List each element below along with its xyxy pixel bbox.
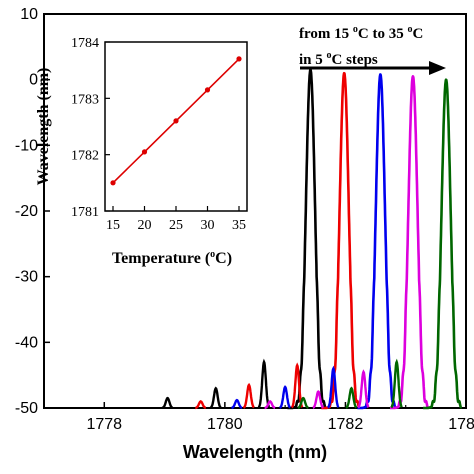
inset-y-axis-title: Wavelength (nm) (35, 68, 52, 186)
x-tick-label: 1780 (207, 416, 243, 433)
annotation-text-part: in 5 (299, 52, 327, 68)
x-tick-label: 1784 (448, 416, 474, 433)
inset-y-tick-label: 1782 (71, 149, 99, 164)
y-tick-label: -10 (15, 137, 38, 154)
annotation-text-part: o (353, 24, 358, 35)
annotation-text-part: o (327, 50, 332, 61)
annotation-text-part: C to 35 (358, 26, 408, 42)
spectrum-series (161, 68, 328, 410)
spectrum-side-lobe (264, 400, 276, 410)
spectrum-series (297, 78, 463, 410)
inset-y-tick-label: 1783 (71, 92, 99, 107)
spectrum-side-lobe (242, 382, 255, 409)
inset-x-tick-label: 30 (201, 218, 215, 233)
spectrum-side-lobe (390, 358, 403, 409)
y-tick-label: 0 (29, 72, 38, 89)
annotation-line-1: from 15 oC to 35 oC (299, 24, 423, 42)
annotation-text-part: C (412, 26, 423, 42)
spectrum-side-lobe (279, 385, 291, 409)
spectrum-side-lobe (357, 369, 370, 409)
inset-x-tick-label: 35 (232, 218, 246, 233)
inset-x-axis-title: Temperature (oC) (112, 249, 232, 267)
annotation-arrow-head (429, 61, 446, 75)
y-tick-label: -40 (15, 334, 38, 351)
inset-y-tick-label: 1784 (71, 36, 99, 51)
inset-x-axis-title-part: Temperature ( (112, 250, 210, 267)
spectrum-main-peak (286, 68, 328, 410)
spectrum-main-peak (356, 73, 397, 410)
spectrum-side-lobe (231, 398, 243, 410)
inset-data-point (204, 87, 211, 93)
inset-x-tick-label: 15 (106, 218, 120, 233)
inset-data-point (236, 56, 242, 62)
spectrum-side-lobe (161, 396, 174, 410)
inset-x-tick-label: 20 (138, 218, 152, 233)
spectrum-side-lobe (297, 396, 309, 410)
spectrum-side-lobe (257, 358, 271, 409)
main-plot: -50 -40 -30 -20 -10 0 10 1778 1780 1782 1784 Wavele… (15, 6, 474, 462)
inset-data-point (110, 180, 116, 186)
spectrum-main-peak (422, 78, 463, 410)
inset-plot: 1781 1782 1783 1784 15 20 25 30 35 Wavelength (nm… (35, 36, 248, 267)
y-tick-label: 10 (20, 6, 38, 23)
x-tick-label: 1778 (86, 416, 122, 433)
annotation-text-part: C steps (332, 52, 378, 68)
annotation-text-part: from 15 (299, 26, 353, 42)
inset-data-point (141, 149, 148, 155)
spectrum-side-lobe (195, 400, 207, 410)
spectrum-side-lobe (290, 362, 304, 409)
x-tick-label: 1782 (328, 416, 364, 433)
spectrum-main-peak (320, 71, 361, 410)
spectrum-series (264, 75, 430, 410)
inset-y-tick-label: 1781 (71, 205, 99, 220)
y-tick-label: -20 (15, 203, 38, 220)
inset-data-point (173, 118, 179, 124)
spectrum-side-lobe (312, 390, 325, 409)
spectrum-series (231, 73, 397, 410)
spectrum-series (195, 71, 361, 410)
x-axis-title: Wavelength (nm) (183, 442, 327, 462)
y-tick-label: -30 (15, 269, 38, 286)
inset-x-axis-title-part: C) (215, 250, 232, 267)
inset-frame (104, 41, 248, 212)
inset-x-axis-title-part: o (210, 249, 215, 260)
spectrum-side-lobe (345, 386, 358, 409)
spectrum-side-lobe (327, 365, 340, 409)
inset-x-tick-label: 25 (169, 218, 183, 233)
spectrum-main-peak (388, 75, 430, 410)
y-tick-label: -50 (15, 400, 38, 417)
annotation-text-part: o (407, 24, 412, 35)
spectrum-side-lobe (209, 386, 222, 409)
annotation-line-2: in 5 oC steps (299, 50, 378, 68)
